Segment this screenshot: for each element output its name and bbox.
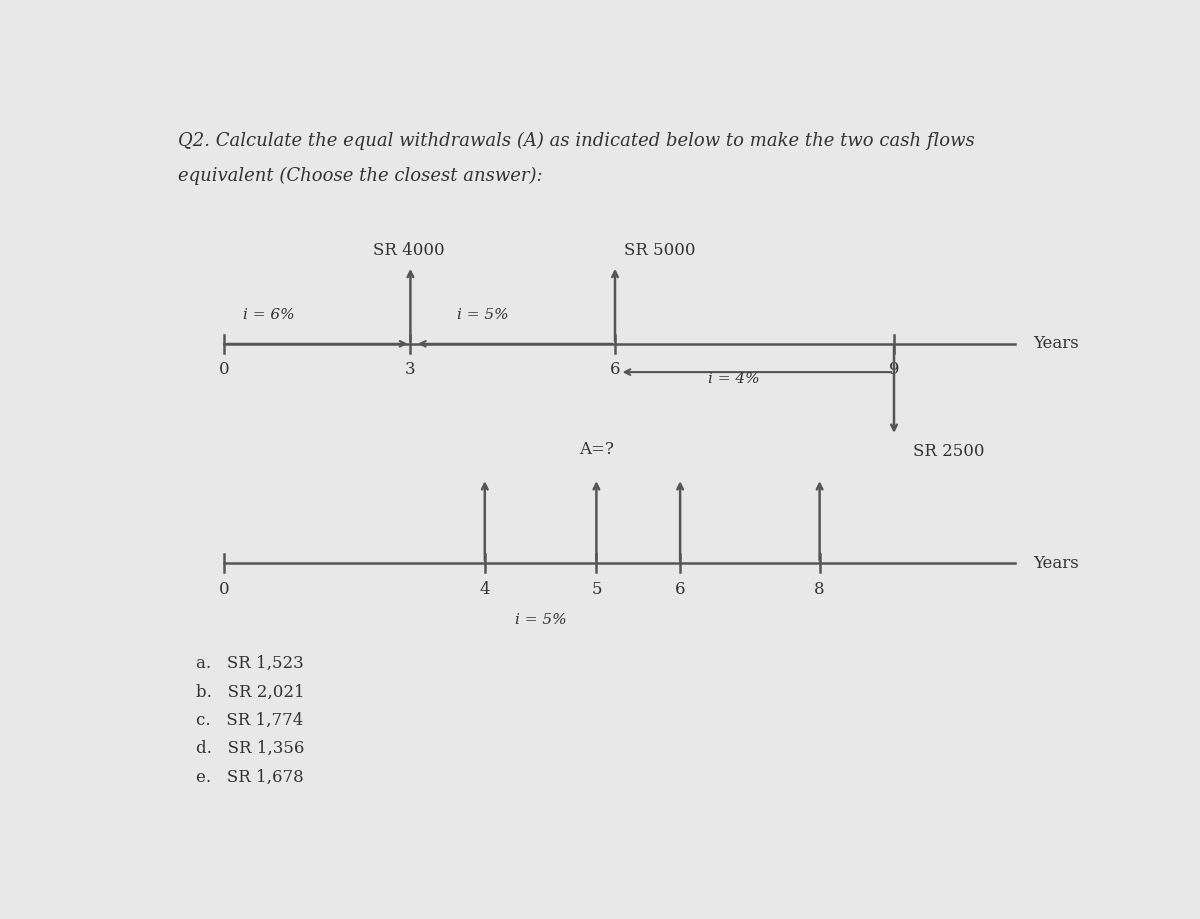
Text: b.   SR 2,021: b. SR 2,021 xyxy=(197,684,305,700)
Text: c.   SR 1,774: c. SR 1,774 xyxy=(197,711,304,729)
Text: A=?: A=? xyxy=(578,441,614,459)
Text: 8: 8 xyxy=(815,581,824,598)
Text: SR 4000: SR 4000 xyxy=(373,242,445,259)
Text: i = 6%: i = 6% xyxy=(242,309,295,323)
Text: d.   SR 1,356: d. SR 1,356 xyxy=(197,740,305,757)
Text: a.   SR 1,523: a. SR 1,523 xyxy=(197,655,305,672)
Text: 4: 4 xyxy=(480,581,490,598)
Text: i = 4%: i = 4% xyxy=(708,372,760,386)
Text: i = 5%: i = 5% xyxy=(515,613,566,627)
Text: Years: Years xyxy=(1033,555,1079,572)
Text: equivalent (Choose the closest answer):: equivalent (Choose the closest answer): xyxy=(178,167,542,185)
Text: Q2. Calculate the equal withdrawals (A) as indicated below to make the two cash : Q2. Calculate the equal withdrawals (A) … xyxy=(178,131,974,150)
Text: i = 5%: i = 5% xyxy=(457,309,509,323)
Text: 0: 0 xyxy=(220,361,229,379)
Text: SR 5000: SR 5000 xyxy=(624,242,696,259)
Text: 0: 0 xyxy=(220,581,229,598)
Text: 3: 3 xyxy=(406,361,415,379)
Text: SR 2500: SR 2500 xyxy=(913,443,984,460)
Text: 6: 6 xyxy=(610,361,620,379)
Text: e.   SR 1,678: e. SR 1,678 xyxy=(197,768,305,786)
Text: 5: 5 xyxy=(592,581,601,598)
Text: 6: 6 xyxy=(674,581,685,598)
Text: 9: 9 xyxy=(889,361,899,379)
Text: Years: Years xyxy=(1033,335,1079,352)
